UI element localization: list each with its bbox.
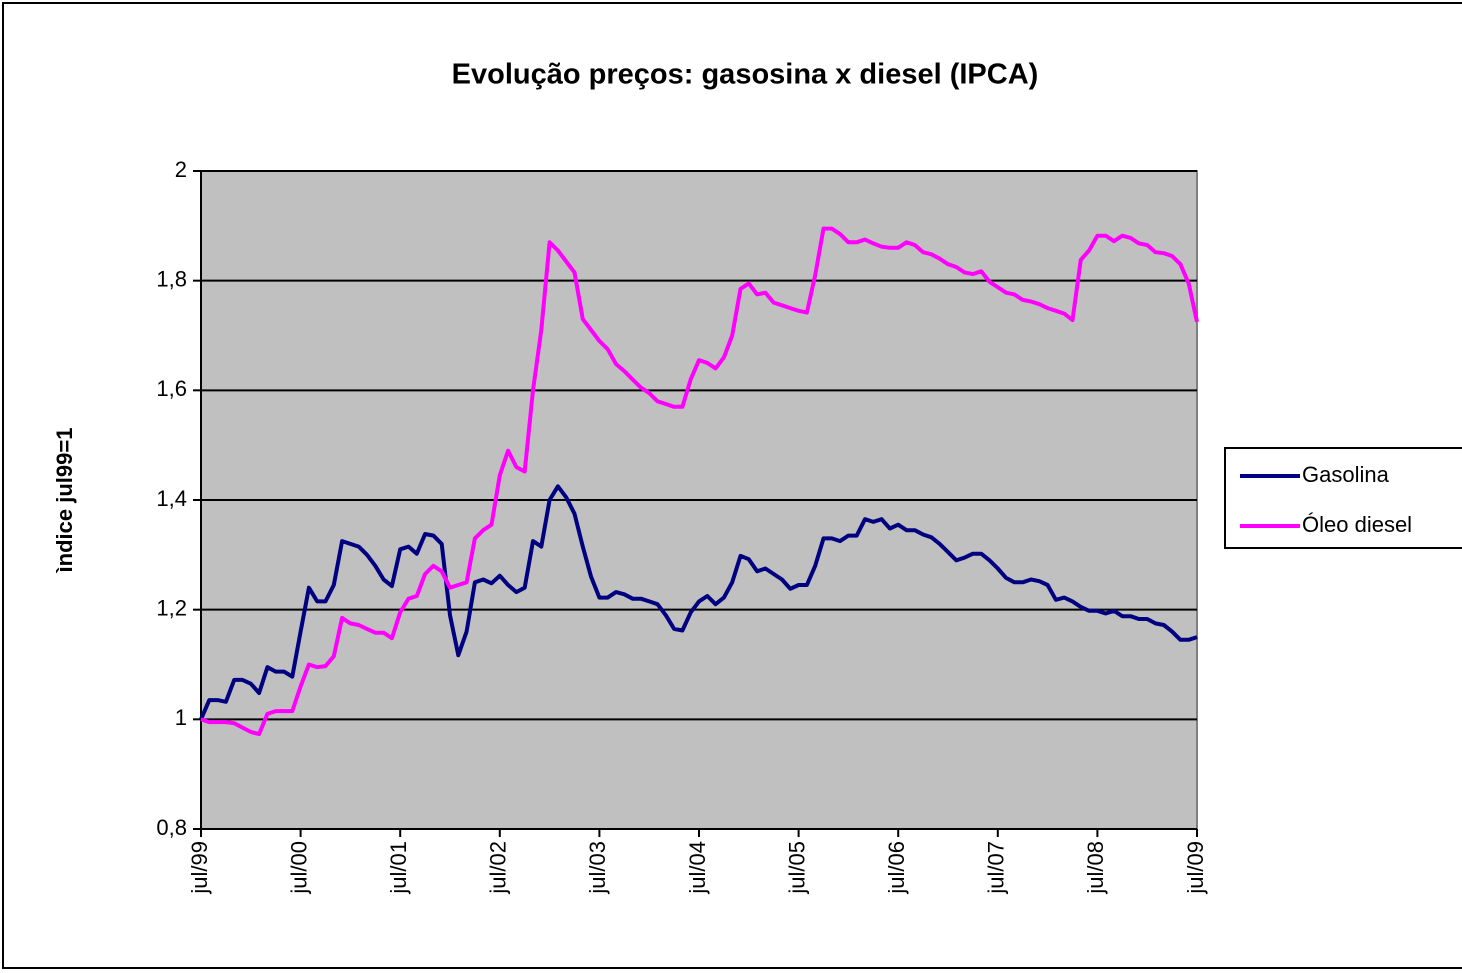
x-tick-label: jul/07 <box>984 841 1009 895</box>
y-tick-label: 0,8 <box>156 815 187 840</box>
x-tick-label: jul/04 <box>685 841 710 895</box>
line-series <box>199 484 1198 721</box>
x-tick-label: jul/00 <box>286 841 311 895</box>
y-tick-label: 1,4 <box>156 486 187 511</box>
line-series <box>200 226 1199 737</box>
chart-title: Evolução preços: gasosina x diesel (IPCA… <box>452 59 1039 91</box>
x-tick-label: jul/03 <box>585 841 610 895</box>
y-tick-label: 1,2 <box>156 595 187 620</box>
legend-label: Óleo diesel <box>1302 512 1412 537</box>
x-tick-label: jul/02 <box>486 841 511 895</box>
legend-box <box>1224 447 1462 549</box>
x-tick-label: jul/06 <box>884 841 909 895</box>
legend-label: Gasolina <box>1302 462 1390 487</box>
x-tick-label: jul/01 <box>386 841 411 895</box>
y-tick-label: 1,6 <box>156 376 187 401</box>
y-tick-label: 1,8 <box>156 266 187 291</box>
x-tick-label: jul/08 <box>1083 841 1108 895</box>
x-tick-label: jul/99 <box>187 841 212 895</box>
y-axis-label: ìndice jul99=1 <box>52 428 77 574</box>
x-tick-label: jul/09 <box>1183 841 1208 895</box>
y-tick-label: 2 <box>175 157 187 182</box>
y-tick-label: 1 <box>175 705 187 730</box>
x-tick-label: jul/05 <box>784 841 809 895</box>
